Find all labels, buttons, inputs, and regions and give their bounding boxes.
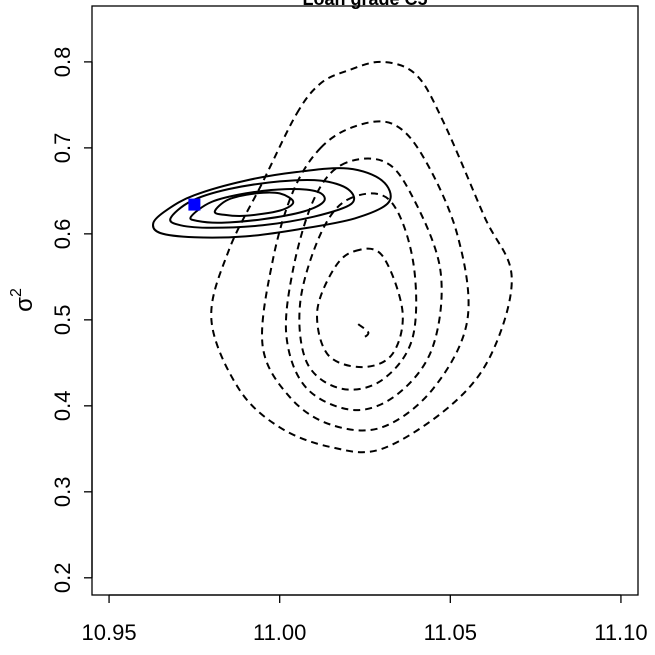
contour-lines [152,60,513,454]
y-tick-label-4: 0.5 [50,305,75,336]
dashed-contour-5 [316,247,404,369]
dashed-contour-6 [357,323,370,340]
solid-contour-1 [152,167,392,239]
x-axis-title: μ [358,647,372,655]
x-tick-label-4: 11.10 [594,620,647,645]
point-marker-1 [188,198,201,211]
x-axis: 10.95 11.00 11.05 11.10 [82,594,648,645]
solid-contour-4 [213,191,295,218]
y-tick-label-3: 0.4 [50,391,75,422]
dashed-contour-2 [261,120,470,432]
y-tick-label-5: 0.6 [50,219,75,250]
dashed-contour-4 [298,192,418,391]
point-markers [188,198,201,211]
y-tick-label-1: 0.2 [50,563,75,594]
dashed-contour-1 [210,60,513,454]
y-tick-label-6: 0.7 [50,133,75,164]
solid-contour-3 [189,188,326,224]
y-tick-label-2: 0.3 [50,477,75,508]
y-axis-title-exponent: 2 [8,288,25,297]
y-tick-label-7: 0.8 [50,47,75,78]
plot-frame [91,5,639,596]
y-axis-title: σ2 [8,288,38,312]
y-axis: 0.2 0.3 0.4 0.5 0.6 0.7 0.8 [50,47,93,594]
x-tick-label-2: 11.00 [253,620,306,645]
y-axis-title-base: σ [11,297,38,312]
dashed-contour-3 [284,157,443,412]
chart-title: Loan grade C5 [302,0,427,9]
x-tick-label-1: 10.95 [82,620,137,645]
x-tick-label-3: 11.05 [424,620,477,645]
